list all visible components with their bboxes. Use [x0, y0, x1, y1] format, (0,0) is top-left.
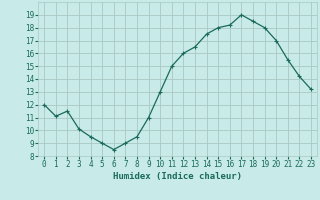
X-axis label: Humidex (Indice chaleur): Humidex (Indice chaleur)	[113, 172, 242, 181]
